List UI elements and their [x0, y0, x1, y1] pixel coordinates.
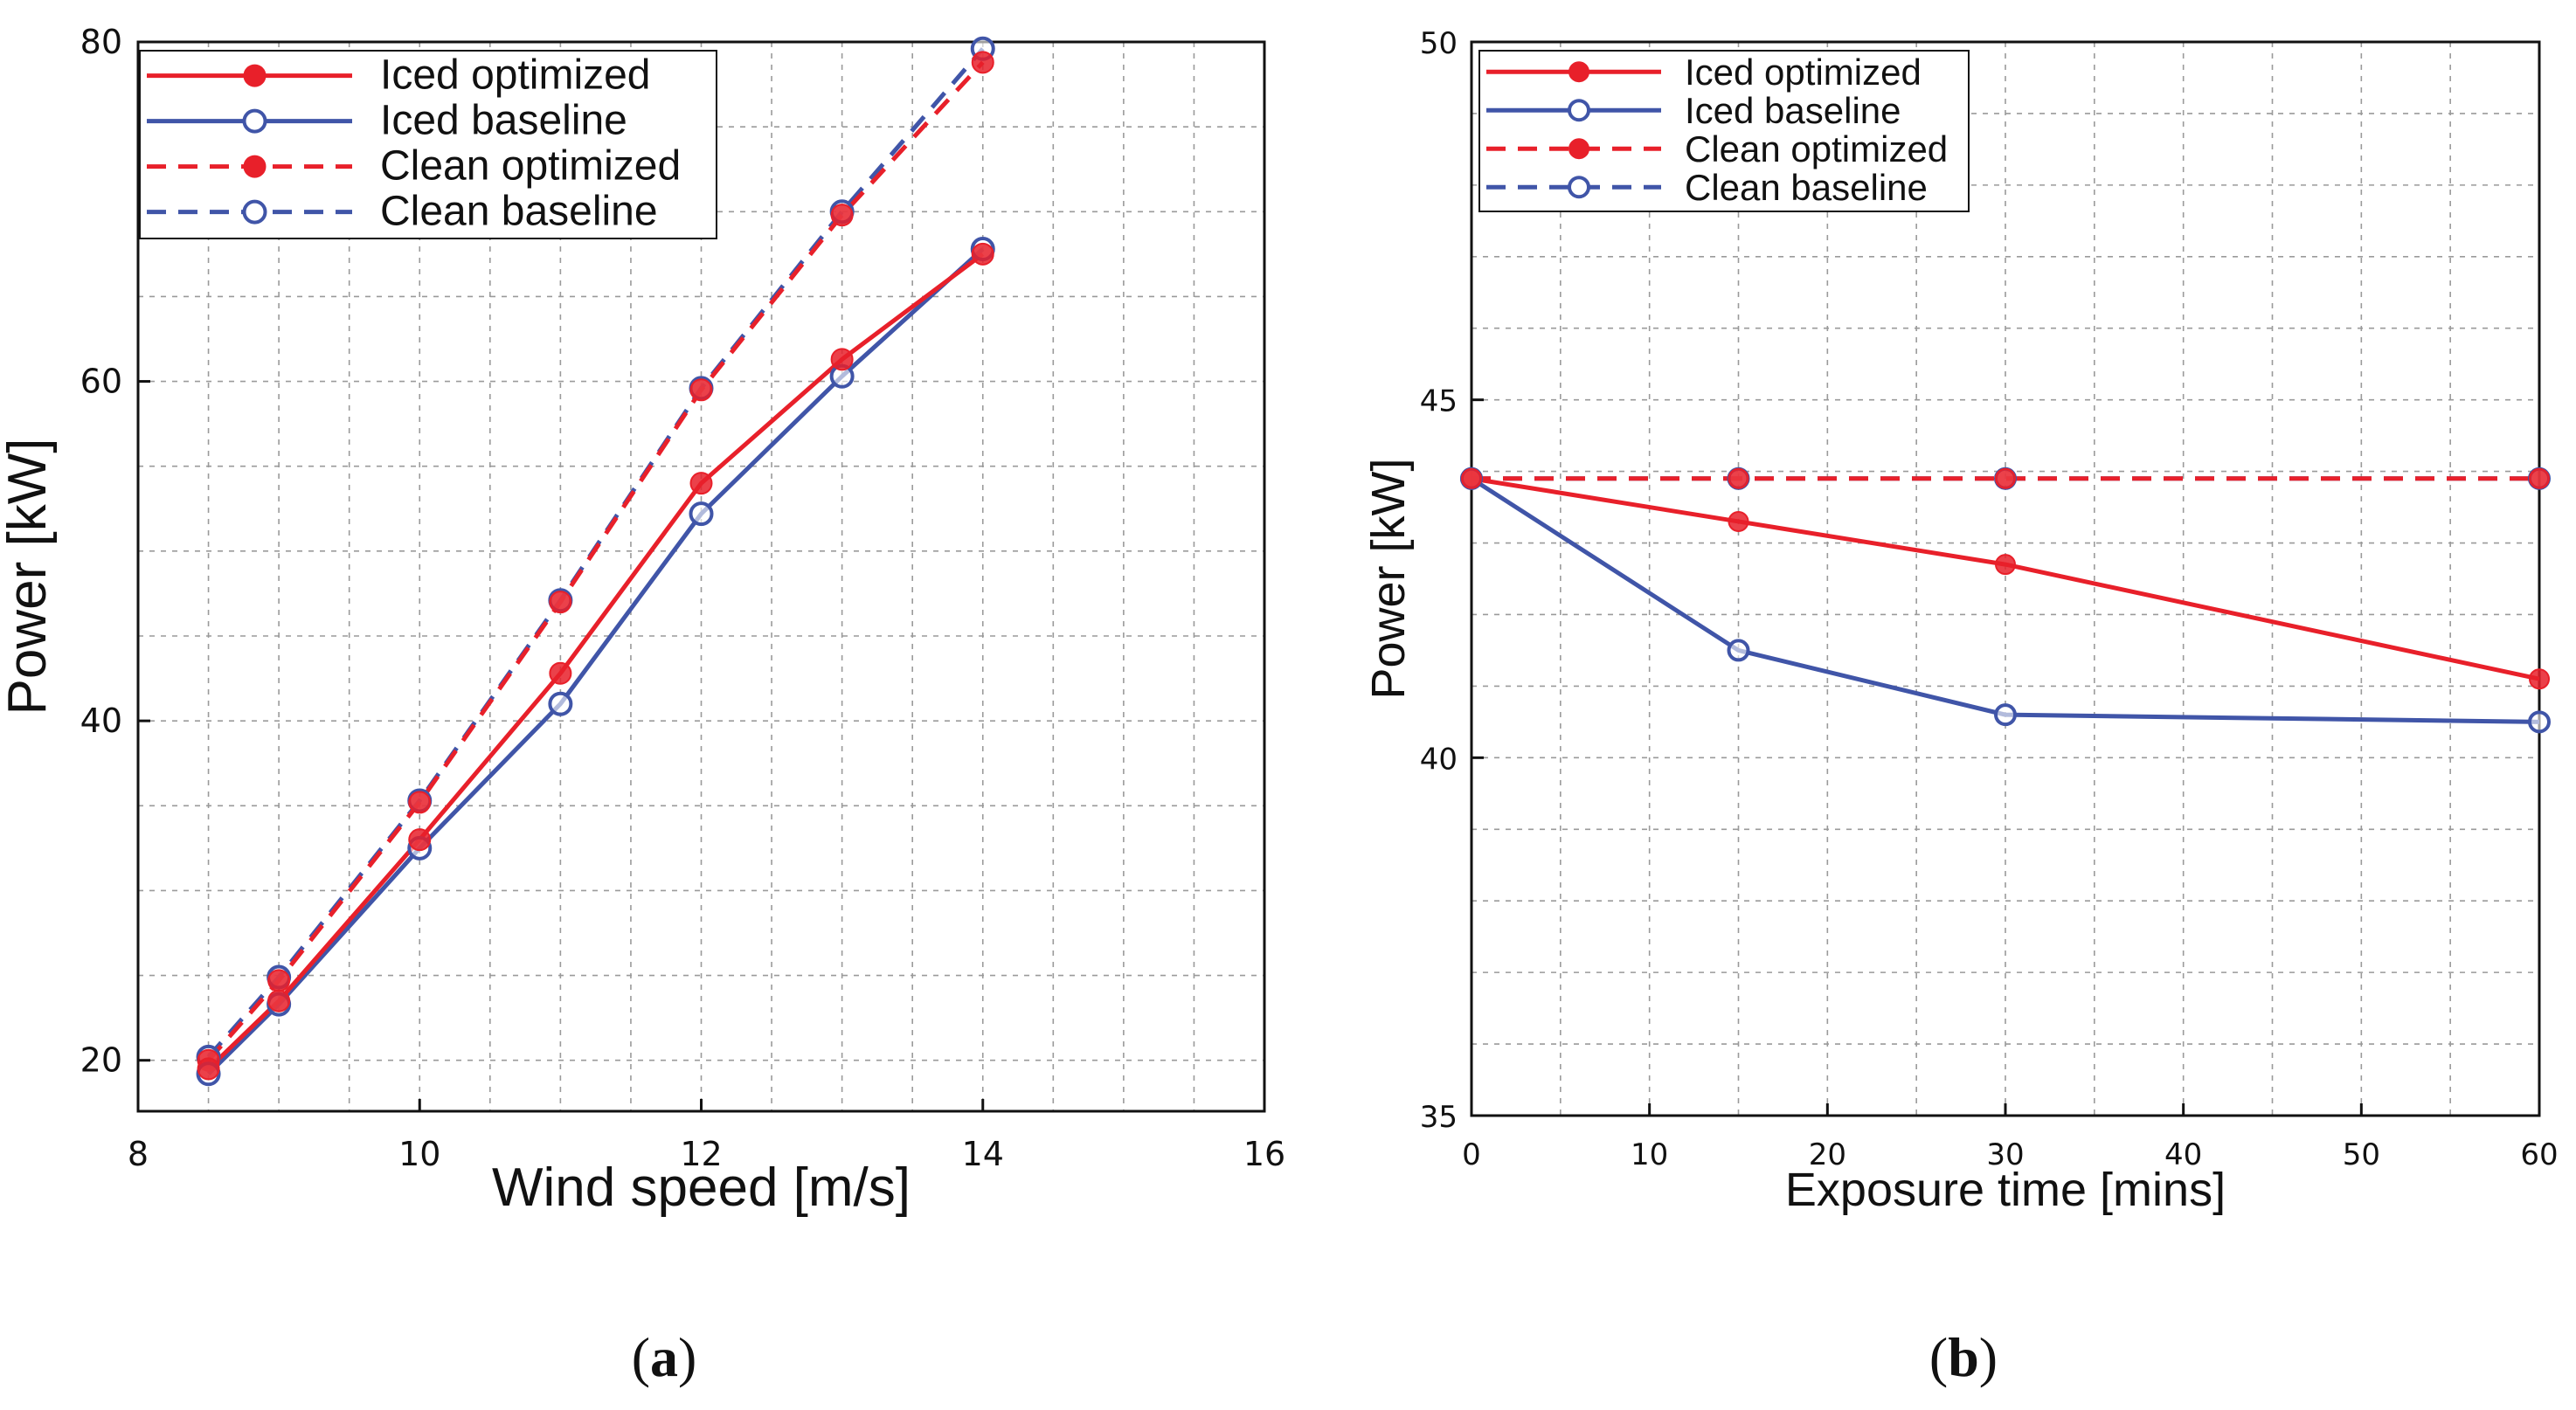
data-point-iced-optimized	[2529, 668, 2550, 690]
panel-label-a-letter: a	[650, 1326, 678, 1388]
data-point-iced-baseline	[689, 501, 714, 527]
legend-marker	[242, 108, 267, 134]
plot-area	[1472, 476, 2539, 724]
legend-label: Iced optimized	[1685, 52, 1922, 93]
x-tick-label: 30	[1986, 1137, 2024, 1172]
legend-label: Clean baseline	[380, 189, 658, 235]
data-point-iced-optimized	[1728, 510, 1749, 532]
data-point-iced-optimized	[408, 828, 432, 852]
data-point-clean-optimized	[971, 51, 994, 74]
legend-box	[1478, 50, 1970, 212]
panel-label-a-close: )	[678, 1326, 696, 1388]
data-point-clean-optimized	[549, 591, 572, 614]
data-point-iced-baseline	[1727, 639, 1750, 662]
panel-label-b-letter: b	[1948, 1326, 1979, 1388]
x-tick-label: 0	[1462, 1137, 1481, 1172]
grid	[138, 42, 1264, 1111]
panel-label-b-close: )	[1979, 1326, 1998, 1388]
x-tick-label: 14	[962, 1135, 1004, 1173]
legend-marker	[242, 199, 267, 225]
legend-label: Clean optimized	[1685, 128, 1948, 169]
data-point-iced-optimized	[971, 242, 994, 266]
panel-label-b-open: (	[1929, 1326, 1948, 1388]
data-point-iced-baseline	[2528, 710, 2551, 734]
x-tick-label: 16	[1243, 1135, 1285, 1173]
x-tick-label: 8	[128, 1135, 149, 1173]
x-tick-label: 10	[1631, 1137, 1668, 1172]
x-tick-label: 40	[2164, 1137, 2202, 1172]
data-point-clean-optimized	[1995, 467, 2016, 489]
legend-marker	[243, 155, 267, 178]
y-tick-label: 35	[1420, 1100, 1458, 1135]
legend-marker	[1568, 61, 1589, 83]
y-axis-label: Power [kW]	[1362, 458, 1415, 699]
y-tick-label: 80	[80, 23, 122, 61]
data-point-iced-optimized	[267, 989, 291, 1013]
legend-marker	[1568, 176, 1590, 199]
data-point-iced-optimized	[549, 661, 572, 685]
legend-label: Iced optimized	[380, 52, 651, 99]
legend-marker	[1568, 99, 1590, 122]
data-point-iced-optimized	[1461, 467, 1482, 489]
y-tick-label: 50	[1420, 26, 1458, 61]
legend-label: Iced baseline	[380, 98, 627, 144]
data-point-clean-optimized	[1728, 467, 1749, 489]
y-tick-label: 60	[80, 363, 122, 401]
legend-label: Iced baseline	[1685, 90, 1901, 131]
data-point-clean-optimized	[408, 791, 432, 814]
data-point-iced-optimized	[689, 472, 713, 495]
series-line-iced-baseline	[1472, 476, 2539, 724]
y-tick-label: 45	[1420, 384, 1458, 419]
data-point-iced-optimized	[1995, 554, 2016, 576]
panel-label-a: (a)	[632, 1326, 697, 1388]
data-point-iced-baseline	[1994, 703, 2017, 727]
chart-b: 0 10 20 30 40 50 60 35 40 45 50 Exposure time [mins…	[1362, 26, 2559, 1216]
legend-marker	[243, 64, 267, 87]
data-point-iced-optimized	[197, 1057, 220, 1081]
panel-label-b: (b)	[1929, 1326, 1998, 1388]
x-tick-label: 50	[2343, 1137, 2380, 1172]
x-tick-label: 20	[1809, 1137, 1846, 1172]
data-point-clean-optimized	[689, 378, 713, 402]
x-axis-label: Wind speed [m/s]	[492, 1158, 911, 1218]
y-axis-label: Power [kW]	[0, 439, 58, 715]
x-tick-label: 10	[398, 1135, 440, 1173]
data-point-clean-optimized	[2529, 467, 2550, 489]
data-point-clean-optimized	[267, 969, 291, 992]
data-point-iced-optimized	[830, 348, 854, 371]
series-line-iced-optimized	[1472, 476, 2539, 681]
data-point-iced-baseline	[548, 691, 573, 716]
legend-label: Clean baseline	[1685, 167, 1928, 208]
y-tick-label: 40	[80, 702, 122, 740]
chart-a: 8 10 12 14 16 20 40 60 80 Wind speed [m/s] Power […	[0, 23, 1285, 1218]
y-tick-label: 40	[1420, 742, 1458, 777]
x-axis-label: Exposure time [mins]	[1785, 1164, 2226, 1216]
legend-box	[139, 50, 717, 239]
panel-label-a-open: (	[632, 1326, 650, 1388]
data-point-clean-optimized	[830, 204, 854, 227]
y-tick-label: 20	[80, 1041, 122, 1080]
x-tick-label: 12	[680, 1135, 722, 1173]
legend-label: Clean optimized	[380, 143, 681, 190]
x-tick-label: 60	[2520, 1137, 2558, 1172]
legend-marker	[1568, 138, 1589, 160]
markers	[1460, 467, 2551, 734]
grid	[1472, 42, 2539, 1116]
markers	[196, 36, 995, 1087]
